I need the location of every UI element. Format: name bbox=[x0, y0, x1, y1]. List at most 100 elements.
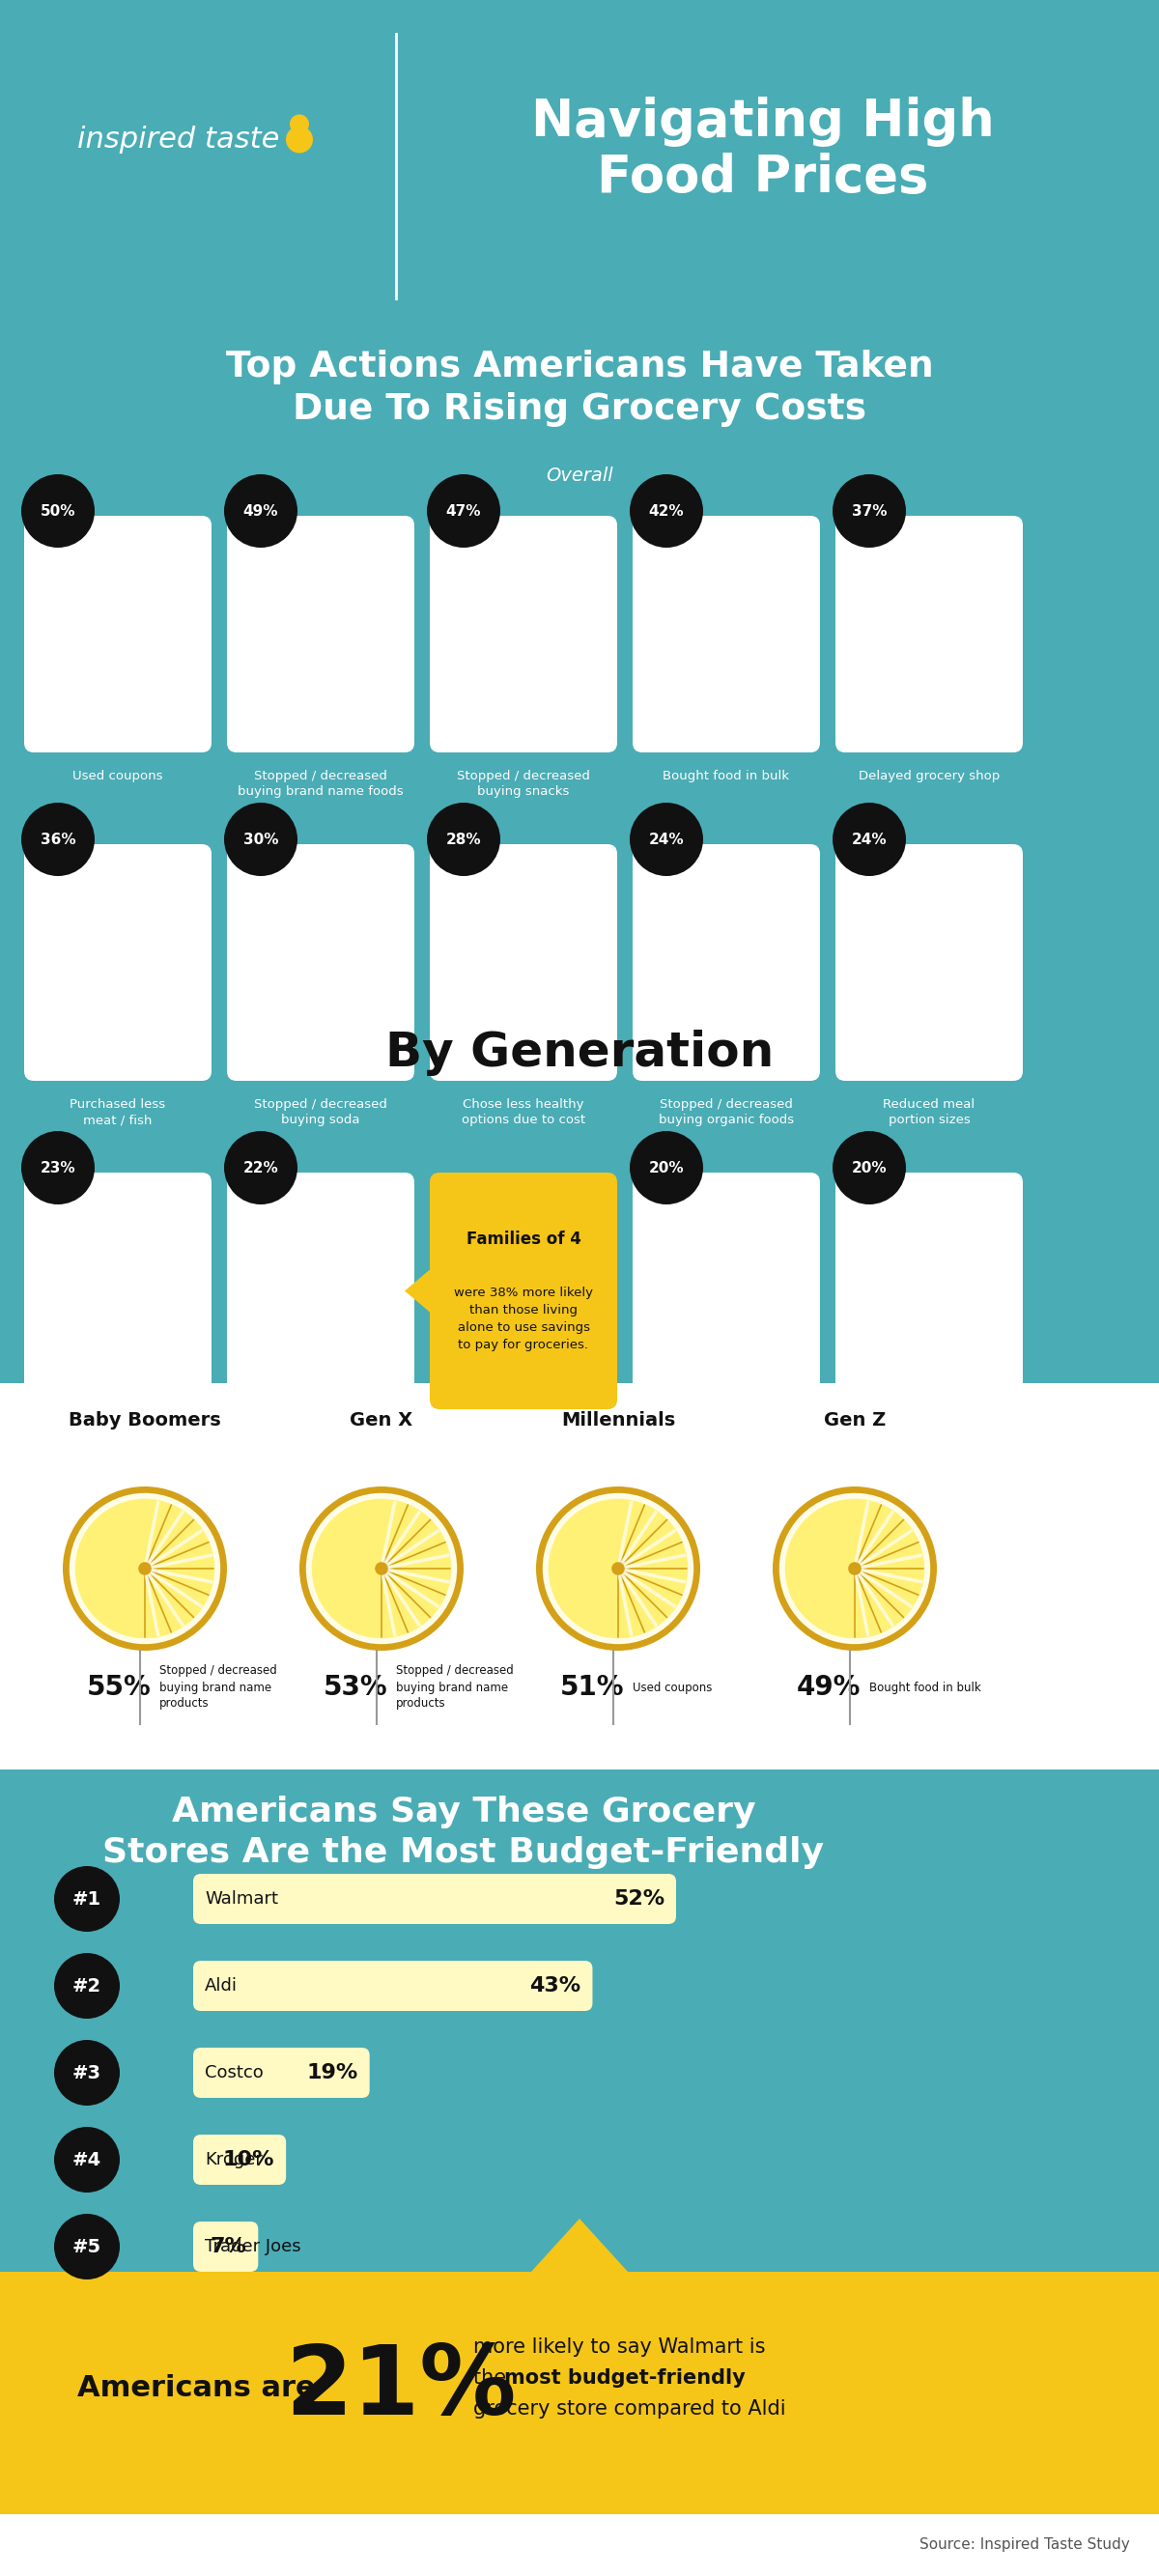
Circle shape bbox=[63, 1486, 227, 1651]
Text: 24%: 24% bbox=[649, 832, 684, 848]
Text: Bought food in bulk: Bought food in bulk bbox=[869, 1682, 981, 1692]
FancyBboxPatch shape bbox=[633, 515, 821, 752]
Text: #5: #5 bbox=[72, 2239, 102, 2257]
Text: By Generation: By Generation bbox=[385, 1030, 774, 1077]
Circle shape bbox=[542, 1494, 693, 1643]
Circle shape bbox=[629, 1131, 704, 1206]
Text: 20%: 20% bbox=[852, 1162, 887, 1175]
Text: Top Actions Americans Have Taken
Due To Rising Grocery Costs: Top Actions Americans Have Taken Due To … bbox=[226, 350, 933, 428]
Text: 51%: 51% bbox=[560, 1674, 625, 1700]
FancyBboxPatch shape bbox=[836, 1172, 1023, 1409]
Circle shape bbox=[427, 474, 501, 549]
Circle shape bbox=[612, 1561, 625, 1574]
Circle shape bbox=[832, 804, 906, 876]
Bar bbox=[0, 332, 1159, 1383]
Text: 21%: 21% bbox=[285, 2342, 516, 2434]
Text: 10%: 10% bbox=[223, 2151, 275, 2169]
Text: inspired taste: inspired taste bbox=[78, 126, 279, 155]
Circle shape bbox=[779, 1494, 931, 1643]
Text: Families of 4: Families of 4 bbox=[466, 1231, 581, 1247]
Circle shape bbox=[138, 1561, 152, 1574]
Text: 30%: 30% bbox=[243, 832, 278, 848]
Text: Reduced meal
portion sizes: Reduced meal portion sizes bbox=[883, 1097, 975, 1126]
Circle shape bbox=[629, 804, 704, 876]
Text: Stopped / decreased
buying organic foods: Stopped / decreased buying organic foods bbox=[658, 1097, 794, 1126]
FancyBboxPatch shape bbox=[194, 2048, 370, 2097]
Text: 7%: 7% bbox=[210, 2236, 247, 2257]
FancyBboxPatch shape bbox=[430, 515, 618, 752]
Text: #4: #4 bbox=[72, 2151, 102, 2169]
Circle shape bbox=[54, 2040, 119, 2105]
Text: Americans Say These Grocery
Stores Are the Most Budget-Friendly: Americans Say These Grocery Stores Are t… bbox=[103, 1795, 824, 1870]
Circle shape bbox=[832, 474, 906, 549]
Text: Used coupons: Used coupons bbox=[633, 1682, 712, 1692]
FancyBboxPatch shape bbox=[227, 515, 415, 752]
Text: Gen X: Gen X bbox=[350, 1412, 413, 1430]
Circle shape bbox=[299, 1486, 464, 1651]
Text: Stopped / decreased
buying soda: Stopped / decreased buying soda bbox=[254, 1097, 387, 1126]
Text: more likely to say Walmart is: more likely to say Walmart is bbox=[473, 2339, 765, 2357]
Circle shape bbox=[54, 1865, 119, 1932]
Circle shape bbox=[832, 1131, 906, 1206]
Bar bbox=[0, 1770, 1159, 2272]
Text: Delayed grocery shop: Delayed grocery shop bbox=[859, 770, 1000, 783]
Text: 49%: 49% bbox=[243, 505, 278, 518]
Text: Purchased less
meat / fish: Purchased less meat / fish bbox=[70, 1097, 166, 1126]
Text: 50%: 50% bbox=[41, 505, 75, 518]
Circle shape bbox=[54, 1953, 119, 2020]
Text: Bought food in bulk: Bought food in bulk bbox=[663, 770, 789, 783]
Circle shape bbox=[306, 1494, 457, 1643]
Circle shape bbox=[427, 804, 501, 876]
Bar bbox=[0, 2272, 1159, 2514]
Circle shape bbox=[773, 1486, 936, 1651]
Text: Kroger: Kroger bbox=[205, 2151, 263, 2169]
Text: Used a credit card
to afford groceries: Used a credit card to afford groceries bbox=[58, 1427, 177, 1455]
Text: 55%: 55% bbox=[87, 1674, 152, 1700]
Text: 36%: 36% bbox=[41, 832, 75, 848]
Text: 42%: 42% bbox=[649, 505, 684, 518]
Text: grocery store compared to Aldi: grocery store compared to Aldi bbox=[473, 2401, 786, 2419]
Polygon shape bbox=[531, 2218, 628, 2272]
FancyBboxPatch shape bbox=[227, 1172, 415, 1409]
Text: Millennials: Millennials bbox=[561, 1412, 676, 1430]
FancyBboxPatch shape bbox=[633, 1172, 821, 1409]
Text: 47%: 47% bbox=[446, 505, 481, 518]
Text: 53%: 53% bbox=[323, 1674, 388, 1700]
Text: the: the bbox=[473, 2370, 512, 2388]
Circle shape bbox=[224, 1131, 298, 1206]
Circle shape bbox=[224, 804, 298, 876]
Circle shape bbox=[376, 1561, 388, 1574]
Circle shape bbox=[21, 804, 95, 876]
Circle shape bbox=[286, 126, 313, 152]
Circle shape bbox=[75, 1499, 214, 1638]
Circle shape bbox=[54, 2213, 119, 2280]
Text: were 38% more likely
than those living
alone to use savings
to pay for groceries: were 38% more likely than those living a… bbox=[454, 1288, 593, 1352]
Text: Source: Inspired Taste Study: Source: Inspired Taste Study bbox=[920, 2537, 1130, 2553]
FancyBboxPatch shape bbox=[194, 2136, 286, 2184]
Text: Chose less healthy
options due to cost: Chose less healthy options due to cost bbox=[461, 1097, 585, 1126]
Text: Skipped meal(s): Skipped meal(s) bbox=[675, 1427, 779, 1440]
Text: 37%: 37% bbox=[852, 505, 887, 518]
Circle shape bbox=[548, 1499, 688, 1638]
Circle shape bbox=[70, 1494, 220, 1643]
FancyBboxPatch shape bbox=[227, 845, 415, 1082]
Text: Used coupons: Used coupons bbox=[73, 770, 163, 783]
Text: Overall: Overall bbox=[546, 466, 613, 484]
FancyBboxPatch shape bbox=[836, 845, 1023, 1082]
Circle shape bbox=[54, 2128, 119, 2192]
Text: Baby Boomers: Baby Boomers bbox=[68, 1412, 221, 1430]
FancyBboxPatch shape bbox=[430, 845, 618, 1082]
Text: 22%: 22% bbox=[243, 1162, 278, 1175]
Text: Stopped / decreased
buying brand name
products: Stopped / decreased buying brand name pr… bbox=[160, 1664, 277, 1710]
Text: 23%: 23% bbox=[41, 1162, 75, 1175]
FancyBboxPatch shape bbox=[836, 515, 1023, 752]
Text: 20%: 20% bbox=[649, 1162, 684, 1175]
FancyBboxPatch shape bbox=[194, 1873, 676, 1924]
Text: #2: #2 bbox=[72, 1976, 102, 1994]
Text: 43%: 43% bbox=[530, 1976, 581, 1996]
FancyBboxPatch shape bbox=[24, 845, 212, 1082]
Circle shape bbox=[21, 474, 95, 549]
Text: #3: #3 bbox=[72, 2063, 102, 2081]
Circle shape bbox=[785, 1499, 925, 1638]
Polygon shape bbox=[404, 1270, 430, 1311]
